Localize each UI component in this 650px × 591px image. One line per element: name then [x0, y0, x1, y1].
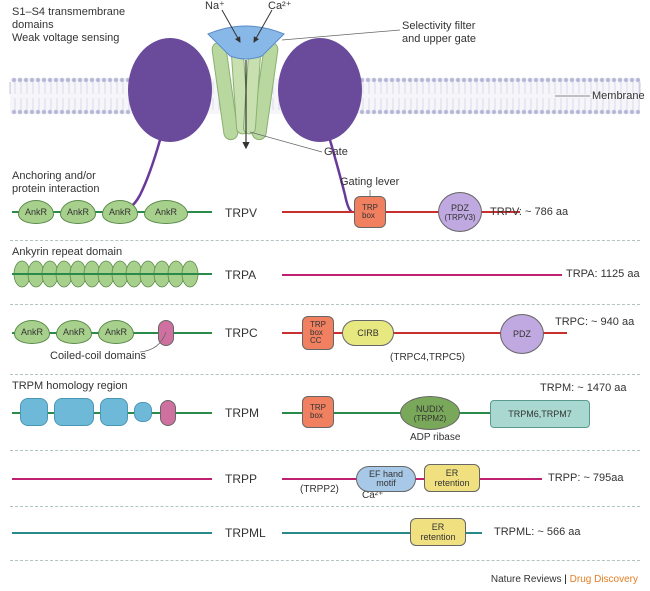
trpml-aa: TRPML: ~ 566 aa	[494, 526, 581, 538]
trpv-trpbox: TRP box	[354, 196, 386, 228]
credit: Nature Reviews | Drug Discovery	[491, 574, 638, 585]
trpm-header: TRPM homology region	[12, 380, 128, 393]
div-5	[10, 506, 640, 507]
trpc-cirb: CIRB	[342, 320, 394, 346]
trpm-family: TRPM	[225, 406, 259, 420]
div-4	[10, 450, 640, 451]
trpp-sub: (TRPP2)	[300, 484, 339, 496]
trpv-aa: TRPV: ~ 786 aa	[490, 206, 568, 218]
trpm-kinase: TRPM6,TRPM7	[490, 400, 590, 428]
div-3	[10, 374, 640, 375]
trpp-family: TRPP	[225, 472, 257, 486]
membrane-label: Membrane	[592, 90, 645, 103]
gate-label: Gate	[324, 146, 348, 159]
div-2	[10, 304, 640, 305]
filter-label: Selectivity filter and upper gate	[402, 20, 476, 46]
trpp-nterm-line	[12, 478, 212, 480]
ca-label: Ca²⁺	[268, 0, 292, 13]
trpml-nterm-line	[12, 532, 212, 534]
trp-channel-diagram: Na⁺ Ca²⁺ S1–S4 transmembrane domains Wea…	[0, 0, 650, 591]
trpc-coiled-label: Coiled-coil domains	[50, 350, 146, 363]
trpm-b3	[100, 398, 128, 426]
trpv-pdz: PDZ (TRPV3)	[438, 192, 482, 232]
gating-label: Gating lever	[340, 176, 399, 189]
trpc-sub: (TRPC4,TRPC5)	[390, 352, 465, 364]
vsd-left	[128, 38, 212, 142]
trpml-family: TRPML	[225, 526, 266, 540]
na-label: Na⁺	[205, 0, 225, 13]
trpc-family: TRPC	[225, 326, 258, 340]
ankr-4: AnkR	[144, 200, 188, 224]
trpml-er: ERretention	[410, 518, 466, 546]
trpc-aa: TRPC: ~ 940 aa	[555, 316, 634, 328]
trpp-aa: TRPP: ~ 795aa	[548, 472, 624, 484]
trpm-cc	[160, 400, 176, 426]
trpm-aa: TRPM: ~ 1470 aa	[540, 382, 627, 394]
vsd-right	[278, 38, 362, 142]
trpv-family: TRPV	[225, 206, 257, 220]
ankr-1: AnkR	[18, 200, 54, 224]
trpm-b4	[134, 402, 152, 422]
trpa-header: Ankyrin repeat domain	[12, 246, 122, 259]
anchor-label: Anchoring and/or protein interaction	[12, 170, 99, 196]
div-1	[10, 240, 640, 241]
trpm-trpbox: TRP box	[302, 396, 334, 428]
trpm-b1	[20, 398, 48, 426]
trpc-trpbox: TRP box CC	[302, 316, 334, 350]
trpp-er: ERretention	[424, 464, 480, 492]
trpm-b2	[54, 398, 94, 426]
trpa-family: TRPA	[225, 268, 256, 282]
ankr-3: AnkR	[102, 200, 138, 224]
trpc-cc-leader	[140, 332, 170, 354]
trpa-aa: TRPA: 1125 aa	[566, 268, 640, 280]
trpp-ef: EF handmotif	[356, 466, 416, 492]
trpm-adp: ADP ribase	[410, 432, 460, 444]
trpc-ankr1: AnkR	[14, 320, 50, 344]
trpa-cterm-line	[282, 274, 562, 276]
trpc-ankr3: AnkR	[98, 320, 134, 344]
div-6	[10, 560, 640, 561]
trpa-ankyrin-repeats	[12, 260, 212, 294]
trpm-nudix: NUDIX (TRPM2)	[400, 396, 460, 430]
trpc-ankr2: AnkR	[56, 320, 92, 344]
ankr-2: AnkR	[60, 200, 96, 224]
s1s4-label: S1–S4 transmembrane domains Weak voltage…	[12, 6, 125, 46]
trpc-pdz: PDZ	[500, 314, 544, 354]
